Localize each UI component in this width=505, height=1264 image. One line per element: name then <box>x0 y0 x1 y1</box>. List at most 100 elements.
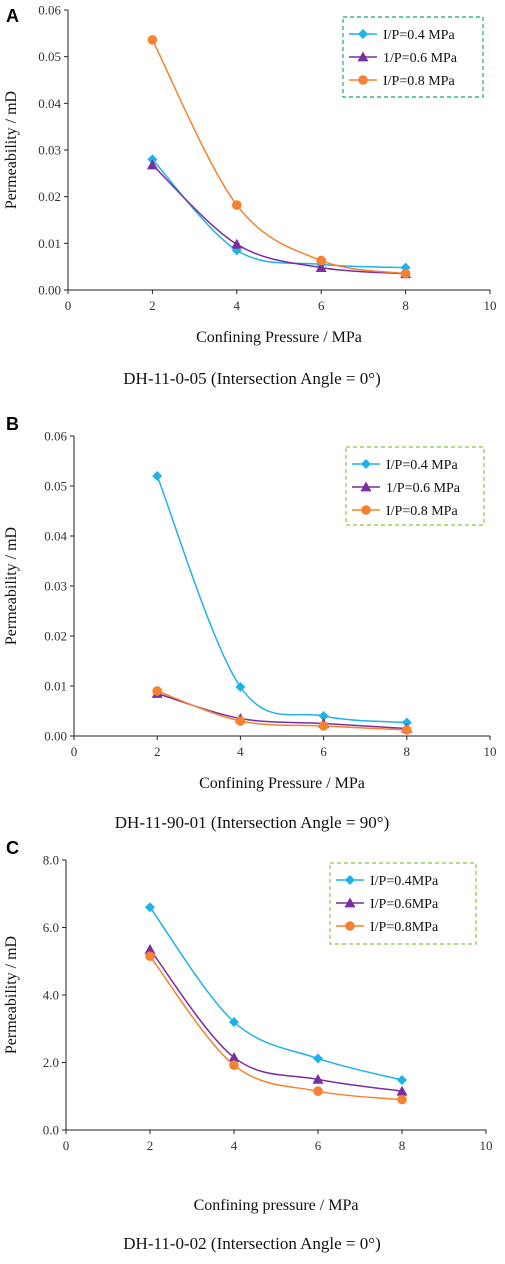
data-point <box>235 716 246 726</box>
x-tick-label: 6 <box>320 744 327 759</box>
series-line <box>149 906 403 1081</box>
y-tick-label: 0.05 <box>44 479 67 494</box>
data-point <box>228 1051 240 1062</box>
y-tick-label: 0.00 <box>38 283 61 298</box>
chart-caption: DH-11-0-02 (Intersection Angle = 0°) <box>123 1234 380 1253</box>
legend-label: 1/P=0.6 MPa <box>386 481 461 496</box>
legend-marker <box>345 875 355 885</box>
data-point <box>313 1086 323 1096</box>
x-tick-label: 10 <box>484 298 497 313</box>
legend-marker <box>345 921 355 931</box>
data-point <box>313 1053 323 1064</box>
y-tick-label: 0.03 <box>44 579 67 594</box>
data-point <box>145 902 155 913</box>
chart-caption: DH-11-90-01 (Intersection Angle = 90°) <box>115 813 389 832</box>
chart-svg: C 0.0 2.0 4.0 6.0 8.0 0 2 4 6 8 10 Permeability / mD… <box>3 838 493 1253</box>
legend-label: I/P=0.4 MPa <box>383 28 455 43</box>
y-tick-label: 0.06 <box>38 3 61 18</box>
series-line <box>156 690 407 731</box>
data-point <box>316 255 327 266</box>
x-tick-label: 6 <box>318 298 325 313</box>
legend-marker <box>358 75 368 85</box>
x-tick-label: 0 <box>71 744 78 759</box>
y-tick-label: 6.0 <box>43 920 59 935</box>
data-point <box>146 159 158 170</box>
y-tick-label: 0.04 <box>38 96 61 111</box>
data-point <box>315 262 327 272</box>
x-tick-label: 2 <box>149 298 156 313</box>
y-tick-label: 0.00 <box>44 729 67 744</box>
data-point <box>318 711 329 721</box>
y-tick-label: 0.02 <box>44 629 67 644</box>
y-tick-label: 0.04 <box>44 529 67 544</box>
data-point <box>400 268 411 279</box>
data-point <box>229 1017 239 1027</box>
legend-label: I/P=0.8 MPa <box>383 74 455 89</box>
panel-label: C <box>6 838 19 858</box>
data-point <box>152 471 163 481</box>
chart-caption: DH-11-0-05 (Intersection Angle = 0°) <box>123 369 380 388</box>
y-axis-title: Permeability / mD <box>3 91 20 209</box>
panel-label: B <box>6 414 19 434</box>
data-point <box>402 725 412 735</box>
y-tick-label: 0.0 <box>43 1123 59 1138</box>
series-line <box>149 948 403 1092</box>
y-axis-title: Permeability / mD <box>3 527 20 645</box>
data-point <box>312 1073 324 1084</box>
series-line <box>156 692 407 730</box>
legend-label: 1/P=0.6 MPa <box>383 51 458 66</box>
data-point <box>397 1094 407 1105</box>
data-point <box>397 1075 407 1086</box>
legend-label: I/P=0.6MPa <box>370 897 439 912</box>
data-point <box>396 1085 408 1096</box>
x-tick-label: 0 <box>63 1138 70 1153</box>
chart-panel-a: A 0.00 0.01 0.02 0.03 0.04 0.05 0.06 0 2 4 6 8 10 Perm… <box>0 0 505 410</box>
panel-label: A <box>6 6 19 26</box>
legend-label: I/P=0.4MPa <box>370 874 439 889</box>
chart-svg: B 0.00 0.01 0.02 0.03 0.04 0.05 0.06 0 2 4 6 8 10 Perm… <box>3 414 497 832</box>
x-tick-label: 8 <box>399 1138 406 1153</box>
data-point <box>235 682 246 692</box>
y-tick-label: 8.0 <box>43 853 59 868</box>
chart-panel-b: B 0.00 0.01 0.02 0.03 0.04 0.05 0.06 0 2 4 6 8 10 Perm… <box>0 410 505 840</box>
data-point <box>231 238 243 249</box>
chart-panel-c: C 0.0 2.0 4.0 6.0 8.0 0 2 4 6 8 10 Permeability / mD… <box>0 838 505 1264</box>
x-tick-label: 10 <box>480 1138 493 1153</box>
legend-marker <box>360 481 372 492</box>
y-tick-label: 4.0 <box>43 988 59 1003</box>
series-line <box>149 955 403 1101</box>
x-tick-label: 2 <box>154 744 161 759</box>
x-tick-label: 8 <box>402 298 409 313</box>
data-point <box>401 717 412 728</box>
data-point <box>152 686 162 696</box>
x-tick-label: 6 <box>315 1138 322 1153</box>
data-point <box>229 1060 239 1070</box>
x-tick-label: 8 <box>404 744 411 759</box>
y-tick-label: 0.05 <box>38 49 61 64</box>
series-line <box>151 158 406 269</box>
x-tick-label: 0 <box>65 298 72 313</box>
x-axis-title: Confining Pressure / MPa <box>196 329 362 346</box>
data-point <box>147 154 158 165</box>
y-tick-label: 0.02 <box>38 189 61 204</box>
data-point <box>144 943 156 954</box>
series-line <box>151 39 406 275</box>
x-tick-label: 4 <box>237 744 244 759</box>
y-tick-label: 0.03 <box>38 143 61 158</box>
x-axis-title: Confining Pressure / MPa <box>199 775 365 792</box>
legend-marker <box>358 29 368 39</box>
y-axis-title: Permeability / mD <box>3 936 20 1054</box>
y-tick-label: 0.01 <box>38 236 61 251</box>
legend-marker <box>361 459 371 469</box>
y-tick-label: 2.0 <box>43 1055 59 1070</box>
data-point <box>147 35 158 45</box>
data-point <box>318 721 329 731</box>
legend-marker <box>361 505 371 515</box>
x-tick-label: 10 <box>484 744 497 759</box>
data-point <box>232 200 242 210</box>
x-tick-label: 4 <box>234 298 241 313</box>
x-axis-title: Confining pressure / MPa <box>194 1197 359 1214</box>
legend-marker <box>357 51 369 62</box>
legend-label: I/P=0.8 MPa <box>386 504 458 519</box>
y-tick-label: 0.06 <box>44 429 67 444</box>
